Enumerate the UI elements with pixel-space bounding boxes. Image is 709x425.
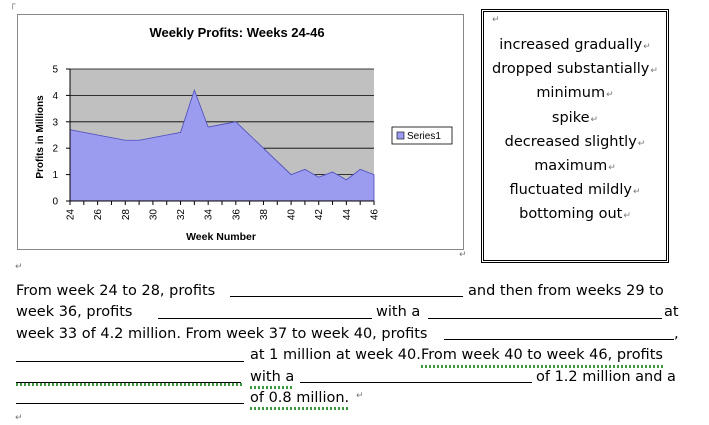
legend-label: Series1 — [407, 131, 441, 142]
series1-area[interactable] — [69, 88, 375, 202]
grammar-squiggle — [250, 385, 295, 389]
y-tick-label: 5 — [52, 65, 58, 76]
paragraph-line: with a of 1.2 million and a — [16, 367, 680, 389]
paragraph-line: at 1 million at week 40. From week 40 to… — [16, 345, 680, 368]
answer-blank[interactable] — [16, 403, 244, 405]
word-bank-item: decreased slightly↵ — [504, 133, 646, 150]
answer-blank[interactable] — [230, 296, 463, 298]
x-tick-label: 46 — [370, 209, 381, 221]
x-axis-label: Week Number — [186, 231, 256, 243]
paragraph-text: of 1.2 million and a — [536, 368, 676, 385]
word-bank-item: fluctuated mildly↵ — [509, 182, 641, 199]
chart-title: Weekly Profits: Weeks 24-46 — [149, 25, 324, 40]
paragraph-text: and then from weeks 29 to — [468, 283, 664, 299]
word-bank-item: dropped substantially↵ — [492, 61, 658, 78]
y-tick-label: 1 — [52, 170, 58, 181]
return-mark-icon: ↵ — [15, 262, 23, 272]
answer-blank[interactable] — [16, 381, 241, 383]
grammar-flagged-text: with a — [250, 367, 295, 389]
grammar-squiggle — [250, 407, 350, 411]
legend-box — [391, 126, 453, 145]
answer-blank[interactable] — [428, 317, 662, 319]
return-mark-icon: ↵ — [492, 15, 500, 25]
paragraph-text: week 36, profits — [16, 304, 133, 321]
y-tick-label: 4 — [52, 91, 58, 102]
paragraph-text: From week 24 to 28, profits — [16, 283, 216, 299]
answer-blank[interactable] — [300, 381, 532, 383]
x-tick-label: 40 — [287, 209, 298, 221]
paragraph-text: at — [664, 304, 679, 321]
fill-in-paragraph: From week 24 to 28, profits and then fro… — [16, 281, 680, 411]
x-tick-label: 24 — [66, 209, 77, 221]
return-mark-icon: ↵ — [459, 250, 467, 260]
paragraph-line: week 33 of 4.2 million. From week 37 to … — [16, 324, 680, 345]
x-tick-label: 26 — [93, 209, 104, 221]
paragraph-text: at 1 million at week 40. — [250, 347, 421, 364]
legend-swatch — [396, 131, 405, 140]
grammar-flagged-text: of 0.8 million. — [250, 388, 350, 411]
word-bank-item: bottoming out↵ — [519, 206, 631, 223]
paragraph-text: week 33 of 4.2 million. From week 37 to … — [16, 325, 428, 342]
x-tick-label: 44 — [342, 209, 353, 221]
paragraph-line: From week 24 to 28, profits and then fro… — [16, 281, 680, 302]
x-tick-label: 36 — [231, 209, 242, 221]
answer-blank[interactable] — [444, 339, 674, 341]
word-bank-item: minimum↵ — [536, 85, 614, 102]
paragraph-line: of 0.8 million. ↵ — [16, 388, 680, 411]
answer-blank[interactable] — [16, 360, 244, 362]
word-bank-item: increased gradually↵ — [499, 37, 651, 53]
paragraph-line: week 36, profits with a at — [16, 302, 680, 323]
x-tick-label: 32 — [176, 209, 187, 221]
y-axis-label: Profits in Millions — [35, 95, 46, 179]
word-bank-box: ↵ increased gradually↵ dropped substanti… — [481, 9, 669, 263]
grammar-flagged-text: From week 40 to week 46, profits — [421, 345, 663, 368]
word-bank-item: maximum↵ — [534, 158, 616, 175]
paragraph-text: , — [674, 325, 679, 342]
x-tick-label: 28 — [121, 209, 132, 221]
return-mark-icon: ↵ — [356, 390, 364, 401]
x-tick-label: 42 — [314, 209, 325, 221]
move-handle-icon: ┌ — [10, 0, 16, 10]
answer-blank[interactable] — [158, 317, 372, 319]
paragraph-text: with a — [376, 304, 421, 321]
x-tick-label: 30 — [148, 209, 159, 221]
return-mark-icon: ↵ — [15, 413, 23, 423]
grammar-squiggle — [16, 382, 244, 386]
word-bank-item: spike↵ — [551, 109, 599, 126]
grammar-squiggle — [421, 364, 663, 368]
x-tick-label: 34 — [204, 209, 215, 221]
y-tick-label: 0 — [52, 197, 58, 208]
y-tick-label: 2 — [52, 144, 58, 155]
legend[interactable]: Series1 — [391, 126, 453, 145]
y-tick-label: 3 — [52, 117, 58, 128]
x-tick-label: 38 — [259, 209, 270, 221]
